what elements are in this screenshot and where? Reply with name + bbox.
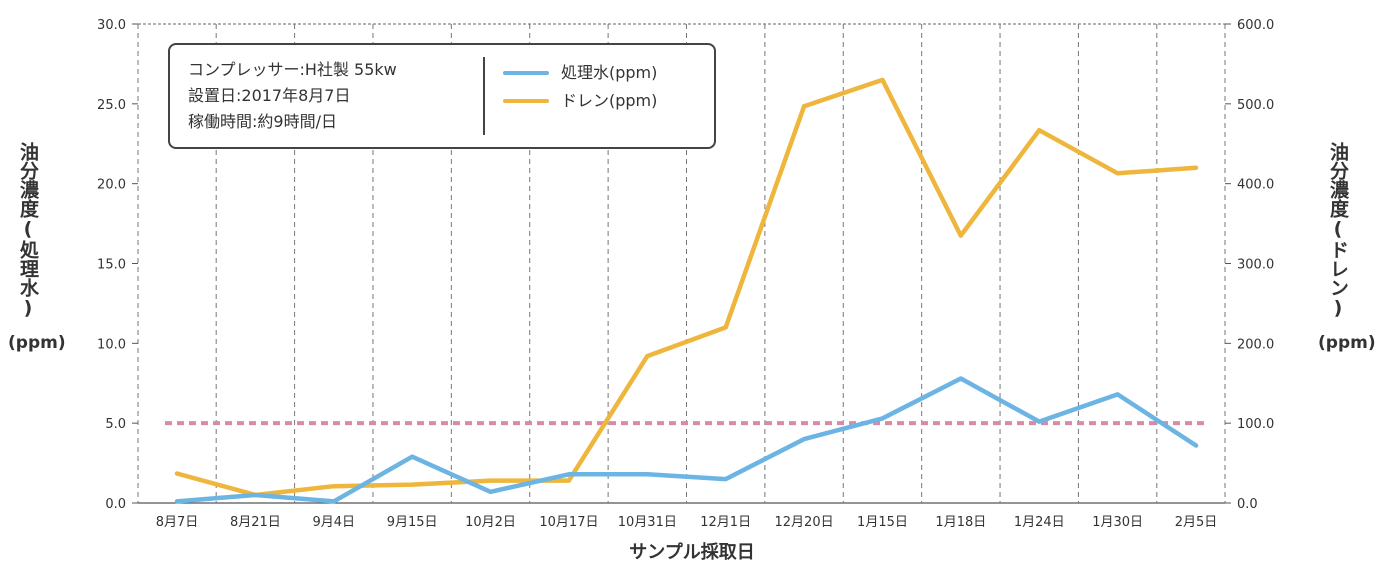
y-left-tick-label: 30.0: [97, 18, 126, 33]
data-point-drain: [410, 482, 415, 487]
data-point-drain: [723, 325, 728, 330]
y-left-tick-label: 5.0: [105, 417, 126, 432]
data-point-treated-water: [1037, 419, 1042, 424]
data-point-drain: [1115, 171, 1120, 176]
data-point-treated-water: [723, 477, 728, 482]
series-line-treated-water: [174, 376, 1199, 504]
data-point-treated-water: [880, 416, 885, 421]
y-axis-left-title: 油分濃度(処理水) (ppm): [8, 142, 66, 355]
data-point-treated-water: [488, 489, 493, 494]
y-right-tick-label: 500.0: [1237, 98, 1274, 113]
y-axis-right-title: 油分濃度(ドレン) (ppm): [1318, 142, 1376, 355]
legend-label-treated-water: 処理水(ppm): [561, 63, 658, 82]
data-point-treated-water: [175, 499, 179, 504]
legend: 処理水(ppm) ドレン(ppm): [503, 59, 657, 115]
x-axis-title: サンプル採取日: [629, 541, 754, 563]
data-point-drain: [958, 233, 963, 238]
legend-item-drain: ドレン(ppm): [503, 87, 657, 115]
data-point-drain: [566, 478, 571, 483]
y-right-tick-label: 100.0: [1237, 417, 1274, 432]
info-legend-box: コンプレッサー:H社製 55kw 設置日:2017年8月7日 稼働時間:約9時間…: [168, 43, 716, 149]
legend-swatch-treated-water: [503, 71, 549, 75]
y-right-tick-label: 0.0: [1237, 497, 1258, 512]
data-point-treated-water: [802, 437, 807, 442]
x-tick-label: 9月15日: [387, 515, 438, 530]
x-tick-label: 8月21日: [230, 515, 281, 530]
data-point-drain: [175, 471, 179, 476]
data-point-treated-water: [1194, 443, 1198, 448]
x-tick-label: 12月1日: [700, 515, 751, 530]
data-point-treated-water: [1115, 392, 1120, 397]
y-axis-left-unit: (ppm): [8, 333, 66, 353]
compressor-info: コンプレッサー:H社製 55kw 設置日:2017年8月7日 稼働時間:約9時間…: [188, 57, 397, 135]
y-left-tick-label: 25.0: [97, 98, 126, 113]
data-point-treated-water: [645, 472, 650, 477]
y-axis-left-ticks: 0.0 5.0 10.0 15.0 20.0 25.0 30.0: [97, 18, 138, 512]
x-tick-label: 10月17日: [539, 515, 598, 530]
data-point-drain: [880, 77, 885, 82]
data-point-treated-water: [331, 499, 336, 504]
y-axis-right-unit: (ppm): [1318, 333, 1376, 353]
x-tick-label: 8月7日: [156, 515, 199, 530]
x-tick-label: 1月24日: [1014, 515, 1065, 530]
x-tick-label: 9月4日: [312, 515, 355, 530]
x-tick-label: 1月15日: [857, 515, 908, 530]
series-line-drain: [174, 77, 1199, 498]
y-axis-left-title-text: 油分濃度(処理水): [17, 142, 39, 319]
compressor-line: コンプレッサー:H社製 55kw: [188, 60, 397, 79]
box-divider: [483, 57, 485, 135]
y-right-tick-label: 400.0: [1237, 178, 1274, 193]
data-point-drain: [331, 484, 336, 489]
y-left-tick-label: 0.0: [105, 497, 126, 512]
x-tick-label: 1月30日: [1092, 515, 1143, 530]
data-point-treated-water: [566, 472, 571, 477]
data-point-drain: [645, 354, 650, 359]
x-tick-label: 10月31日: [618, 515, 677, 530]
x-tick-label: 10月2日: [465, 515, 516, 530]
data-point-treated-water: [253, 493, 258, 498]
legend-swatch-drain: [503, 99, 549, 103]
y-left-tick-label: 10.0: [97, 337, 126, 352]
data-point-drain: [1037, 128, 1042, 133]
x-axis-ticks: 8月7日 8月21日 9月4日 9月15日 10月2日 10月17日 10月31日 12月1日…: [156, 515, 1218, 530]
x-tick-label: 2月5日: [1175, 515, 1218, 530]
legend-label-drain: ドレン(ppm): [561, 91, 658, 110]
y-right-tick-label: 200.0: [1237, 337, 1274, 352]
legend-item-treated-water: 処理水(ppm): [503, 59, 657, 87]
x-tick-label: 1月18日: [935, 515, 986, 530]
y-right-tick-label: 300.0: [1237, 258, 1274, 273]
y-axis-right-ticks: 0.0 100.0 200.0 300.0 400.0 500.0 600.0: [1225, 18, 1274, 512]
operating-hours-line: 稼働時間:約9時間/日: [188, 112, 337, 131]
y-left-tick-label: 20.0: [97, 178, 126, 193]
data-point-treated-water: [958, 376, 963, 381]
data-point-drain: [1194, 165, 1198, 170]
x-tick-label: 12月20日: [775, 515, 834, 530]
y-axis-right-title-text: 油分濃度(ドレン): [1327, 142, 1349, 319]
series-lines: [174, 77, 1199, 504]
data-point-drain: [488, 478, 493, 483]
install-date-line: 設置日:2017年8月7日: [188, 86, 351, 105]
y-right-tick-label: 600.0: [1237, 18, 1274, 33]
y-left-tick-label: 15.0: [97, 258, 126, 273]
data-point-drain: [802, 104, 807, 109]
data-point-treated-water: [410, 454, 415, 459]
